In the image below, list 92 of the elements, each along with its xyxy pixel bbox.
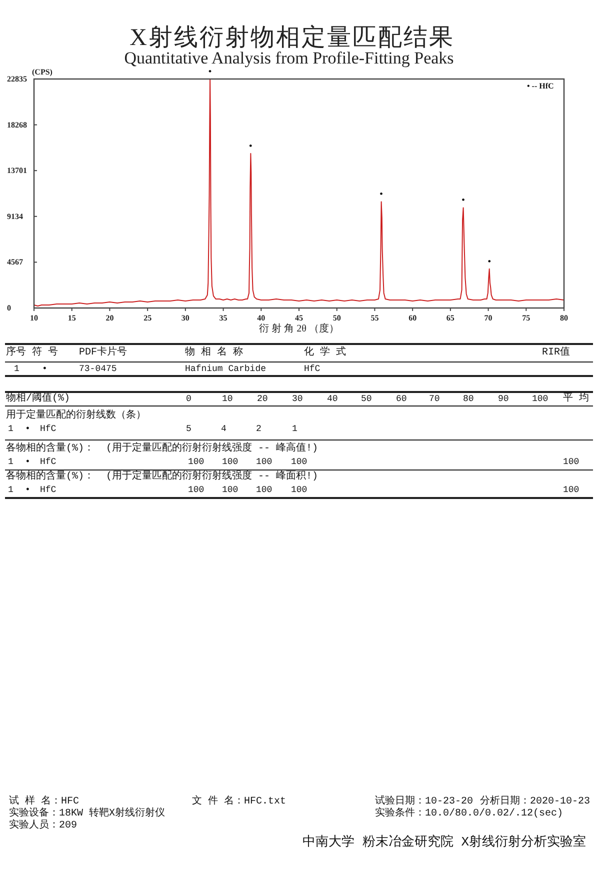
text: •: [25, 457, 30, 467]
annotation: •: [208, 66, 212, 78]
text: 0: [186, 394, 192, 404]
text: 50: [361, 394, 372, 404]
text: 100: [256, 485, 272, 495]
text: 2: [256, 424, 262, 434]
text: 平 均: [563, 392, 590, 404]
text: 1: [8, 424, 14, 434]
text: (用于定量匹配的衍射衍射线强度 -- 峰高值!): [106, 442, 318, 454]
text: HfC: [40, 424, 57, 434]
annotation: •: [380, 189, 384, 200]
y-tick-label: 4567: [7, 258, 23, 267]
annotation: •: [248, 141, 252, 152]
text: 1: [292, 424, 298, 434]
text: 试 样 名：HFC: [9, 794, 80, 808]
text: 中南大学 粉末冶金研究院 X射线衍射分析实验室: [302, 834, 586, 850]
x-tick-label: 15: [68, 314, 76, 322]
text: 100: [532, 394, 548, 404]
text: •: [42, 364, 48, 374]
text: 各物相的含量(%)：: [6, 470, 94, 482]
x-tick-label: 40: [257, 314, 266, 322]
text: 试验日期：10-23-20: [375, 794, 474, 808]
x-tick-label: 35: [219, 314, 228, 322]
text: 30: [292, 394, 303, 404]
text: HfC: [40, 457, 57, 467]
x-tick-label: 70: [484, 314, 492, 322]
y-tick-label: 18268: [7, 120, 27, 130]
text: 各物相的含量(%)：: [6, 442, 94, 454]
chart-subtitle: Quantitative Analysis from Profile-Fitting Peaks: [124, 48, 454, 68]
x-tick-label: 30: [181, 314, 190, 322]
annotation: •: [462, 195, 466, 206]
text: 序号: [6, 346, 26, 358]
x-tick-label: 75: [522, 314, 530, 322]
text: 73-0475: [79, 364, 117, 374]
text: 化 学 式: [304, 346, 346, 358]
text: 符 号: [32, 346, 58, 358]
line-series: [34, 78, 564, 306]
y-tick-label: 9134: [7, 212, 23, 221]
y-tick-label: 0: [7, 304, 11, 312]
text: 物 相 名 称: [185, 346, 244, 358]
text: HfC: [304, 364, 321, 374]
text: 实验设备：18KW 转靶X射线衍射仪: [9, 806, 166, 820]
text: PDF卡片号: [79, 346, 128, 358]
text: 100: [256, 457, 272, 467]
text: 5: [186, 424, 192, 434]
y-tick-label: 13701: [7, 166, 27, 176]
text: 100: [291, 457, 308, 467]
text: 60: [396, 394, 407, 404]
y-tick-label: 22835: [7, 74, 27, 84]
x-tick-label: 20: [106, 314, 114, 322]
text: •: [25, 424, 30, 434]
text: 100: [222, 457, 238, 467]
x-tick-label: 55: [370, 314, 379, 322]
annotation: • -- HfC: [527, 82, 554, 90]
text: 100: [188, 457, 204, 467]
text: 10: [222, 394, 233, 404]
text: •: [25, 485, 30, 495]
x-tick-label: 80: [560, 314, 568, 322]
text: RIR值: [542, 346, 570, 358]
text: HfC: [40, 485, 57, 495]
text: 分析日期：2020-10-23: [480, 794, 590, 808]
text: 4: [221, 424, 226, 434]
text: 20: [257, 394, 268, 404]
text: 物相/阈值(%): [6, 392, 70, 404]
text: 1: [14, 364, 20, 374]
text: 100: [291, 485, 308, 495]
y-axis-title: (CPS): [32, 68, 53, 76]
text: 实验人员：209: [9, 818, 78, 832]
text: 40: [327, 394, 338, 404]
text: 用于定量匹配的衍射线数（条）: [6, 408, 146, 422]
text: 90: [498, 394, 509, 404]
x-tick-label: 65: [446, 314, 454, 322]
text: 1: [8, 485, 14, 495]
text: 70: [429, 394, 440, 404]
text: Hafnium Carbide: [185, 364, 266, 374]
text: 100: [222, 485, 238, 495]
x-tick-label: 10: [30, 314, 38, 322]
text: 100: [563, 457, 580, 467]
x-tick-label: 25: [144, 314, 152, 322]
text: 80: [463, 394, 474, 404]
text: 100: [563, 485, 580, 495]
chart-title: X射线衍射物相定量匹配结果: [130, 24, 454, 51]
text: (用于定量匹配的衍射衍射线强度 -- 峰面积!): [106, 470, 318, 482]
x-tick-label: 45: [295, 314, 303, 322]
text: 实验条件：10.0/80.0/0.02/.12(sec): [375, 806, 564, 820]
x-tick-label: 60: [408, 314, 417, 322]
x-tick-label: 50: [332, 314, 341, 322]
text: 文 件 名：HFC.txt: [192, 794, 286, 808]
x-axis-title: 衍 射 角 2θ （度）: [259, 322, 339, 334]
text: 100: [188, 485, 204, 495]
text: 1: [8, 457, 14, 467]
annotation: •: [488, 256, 492, 268]
